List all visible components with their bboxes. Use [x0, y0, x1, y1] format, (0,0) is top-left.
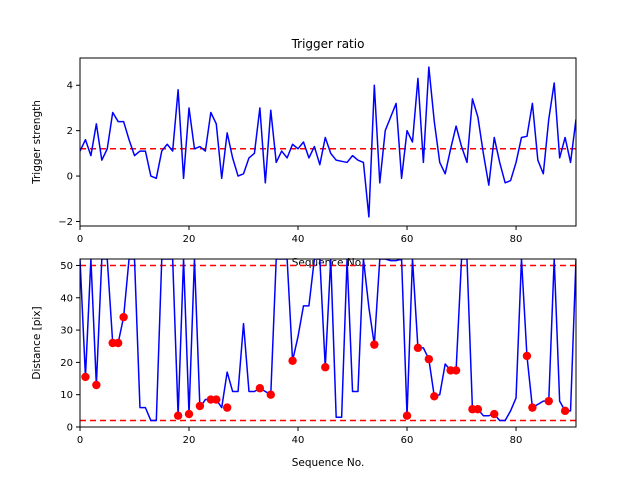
distance-marker [212, 395, 221, 404]
distance-marker [490, 409, 499, 419]
trigger-strength-line [80, 66, 576, 218]
bottom-axes-frame [79, 258, 577, 428]
top-x-tick-label: 80 [510, 234, 523, 245]
bottom-axis-ticks: 0 20 40 60 80 0 10 20 30 40 50 [60, 261, 522, 446]
bottom-y-tick-label: 50 [60, 261, 73, 272]
bottom-plot-area: 0 20 40 60 80 0 10 20 30 40 50 [60, 258, 577, 446]
distance-line [80, 259, 576, 422]
distance-marker [370, 340, 379, 349]
top-plot-area: 0 20 40 60 80 −2 0 2 4 [58, 57, 577, 245]
distance-marker [528, 403, 537, 412]
distance-marker [173, 411, 183, 420]
distance-marker [473, 405, 483, 414]
top-axis-ticks: 0 20 40 60 80 −2 0 2 4 [58, 81, 522, 245]
distance-marker [222, 403, 232, 412]
distance-marker [424, 354, 434, 364]
distance-marker [402, 411, 412, 420]
chart-title: Trigger ratio [291, 37, 365, 51]
top-x-tick-label: 60 [401, 234, 414, 245]
distance-marker [92, 380, 101, 390]
distance-marker [255, 384, 265, 393]
bottom-x-tick-label: 60 [401, 435, 414, 446]
distance-marker [119, 312, 128, 322]
bottom-y-tick-label: 20 [60, 358, 73, 369]
distance-marker [430, 392, 439, 401]
distance-marker [560, 406, 570, 416]
bottom-y-tick-label: 40 [60, 293, 73, 304]
distance-marker [113, 338, 123, 348]
top-y-axis-label: Trigger strength [31, 100, 43, 185]
bottom-y-tick-label: 30 [60, 326, 73, 337]
top-y-tick-label: 0 [67, 172, 73, 183]
bottom-x-tick-label: 80 [510, 435, 523, 446]
top-y-tick-label: 2 [67, 126, 73, 137]
top-x-tick-label: 40 [292, 234, 305, 245]
distance-marker [195, 401, 205, 411]
distance-marker [266, 390, 275, 399]
bottom-y-tick-label: 0 [67, 423, 73, 434]
bottom-y-axis-label: Distance [pix] [31, 306, 43, 379]
top-axes-frame [79, 57, 577, 227]
distance-marker [288, 356, 297, 365]
distance-marker [81, 372, 90, 382]
bottom-y-tick-label: 10 [60, 390, 73, 401]
distance-marker [184, 409, 194, 419]
distance-markers [81, 312, 570, 420]
bottom-x-tick-label: 20 [183, 435, 196, 446]
bottom-x-axis-label: Sequence No. [292, 457, 365, 469]
top-y-tick-label: 4 [67, 81, 73, 92]
top-x-tick-label: 0 [77, 234, 83, 245]
top-y-tick-label: −2 [58, 217, 73, 228]
top-x-tick-label: 20 [183, 234, 196, 245]
distance-marker [321, 363, 330, 372]
bottom-x-tick-label: 40 [292, 435, 305, 446]
distance-marker [544, 396, 553, 406]
distance-marker [413, 343, 423, 353]
distance-marker [522, 351, 532, 361]
distance-marker [451, 366, 461, 375]
bottom-x-tick-label: 0 [77, 435, 83, 446]
